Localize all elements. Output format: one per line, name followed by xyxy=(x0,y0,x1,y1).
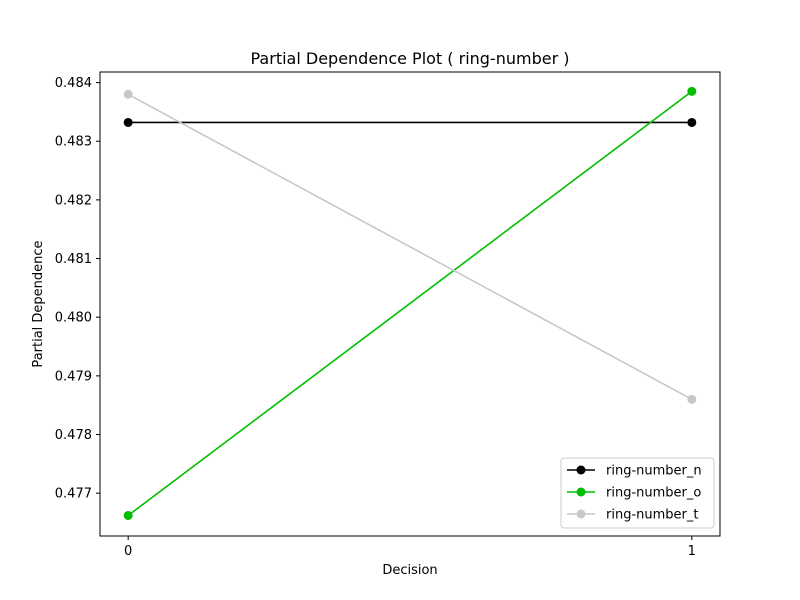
y-tick-label: 0.480 xyxy=(55,311,92,326)
plot-frame xyxy=(99,71,721,537)
legend-label: ring-number_o xyxy=(606,486,701,501)
x-tick-label: 1 xyxy=(688,544,696,559)
legend-label: ring-number_t xyxy=(606,508,698,523)
y-axis-label: Partial Dependence xyxy=(31,240,46,367)
y-tick-label: 0.483 xyxy=(55,135,92,150)
y-tick-label: 0.482 xyxy=(55,193,92,208)
y-tick-label: 0.478 xyxy=(55,428,92,443)
series-line-ring-number_t xyxy=(127,93,693,401)
data-point-ring-number_o xyxy=(123,510,133,520)
y-tick-label: 0.481 xyxy=(55,252,92,267)
legend-box xyxy=(560,457,715,529)
legend-marker-ring-number_n xyxy=(576,465,586,475)
data-point-ring-number_t xyxy=(123,89,133,99)
y-axis: 0.477 0.478 0.479 0.480 0.481 0.482 0.483 0.484 xyxy=(55,76,100,502)
legend: ring-number_n ring-number_o ring-number_t xyxy=(560,457,715,529)
legend-label: ring-number_n xyxy=(606,464,702,479)
data-point-ring-number_o xyxy=(687,86,697,96)
legend-marker-ring-number_o xyxy=(576,487,586,497)
series-line-ring-number_o xyxy=(127,90,693,517)
plot-area xyxy=(123,86,697,520)
y-tick-label: 0.477 xyxy=(55,487,92,502)
legend-marker-ring-number_t xyxy=(576,509,586,519)
y-tick-label: 0.484 xyxy=(55,76,92,91)
data-point-ring-number_n xyxy=(687,117,697,127)
x-tick-label: 0 xyxy=(124,544,132,559)
data-point-ring-number_t xyxy=(687,394,697,404)
chart-title: Partial Dependence Plot ( ring-number ) xyxy=(251,49,570,68)
data-point-ring-number_n xyxy=(123,117,133,127)
x-axis-label: Decision xyxy=(382,563,437,578)
y-tick-label: 0.479 xyxy=(55,369,92,384)
